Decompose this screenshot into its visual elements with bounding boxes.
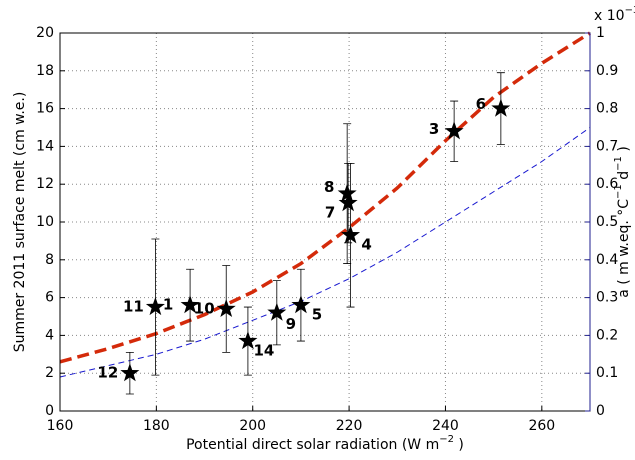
fit-curve (59, 127, 591, 378)
x-tick-label: 160 (47, 418, 74, 434)
x-tick-label: 200 (239, 418, 266, 434)
x-tick-label: 240 (432, 418, 459, 434)
star-point (267, 302, 287, 321)
axes: 160 180 200 220 240 2600246810121416182000.10… (36, 25, 618, 434)
star-point (120, 363, 140, 382)
point-label: 6 (476, 95, 486, 113)
star-point (291, 295, 311, 314)
y2-tick-label: 0.4 (596, 252, 618, 268)
point-label: 8 (324, 178, 334, 196)
x-tick-label: 180 (143, 418, 170, 434)
y2-tick-label: 0.9 (596, 63, 618, 79)
point-label: 3 (429, 120, 439, 138)
y-tick-label: 20 (36, 25, 54, 41)
y-tick-label: 12 (36, 176, 54, 192)
y2-exponent: x 10−3 (594, 5, 635, 24)
star-point (145, 297, 165, 316)
y-tick-label: 16 (36, 101, 54, 117)
y2-tick-label: 0.5 (596, 214, 618, 230)
y2-tick-label: 0.6 (596, 176, 618, 192)
y2-axis-label: a ( m w.eq. °C−1 d−1 ) (613, 146, 632, 298)
y-tick-label: 14 (36, 138, 54, 154)
y-tick-label: 2 (45, 365, 54, 381)
fit-curve (59, 31, 591, 364)
point-label: 14 (253, 342, 274, 360)
y2-tick-label: 1 (596, 25, 605, 41)
x-tick-label: 220 (336, 418, 363, 434)
y2-tick-label: 0.2 (596, 327, 618, 343)
star-point (180, 295, 200, 314)
y2-tick-label: 0.1 (596, 365, 618, 381)
point-label: 11 (123, 298, 144, 316)
y-tick-label: 6 (45, 290, 54, 306)
y-tick-label: 0 (45, 403, 54, 419)
y-tick-label: 10 (36, 214, 54, 230)
x-axis-label: Potential direct solar radiation (W m−2 … (186, 434, 464, 453)
y-tick-label: 8 (45, 252, 54, 268)
star-point (341, 225, 361, 244)
point-label: 5 (312, 306, 322, 324)
point-label: 1 (163, 296, 173, 314)
y2-tick-label: 0 (596, 403, 605, 419)
star-point (444, 121, 464, 140)
point-label: 10 (194, 299, 215, 317)
point-label: 7 (325, 204, 335, 222)
point-label: 12 (97, 364, 118, 382)
point-label: 4 (361, 236, 371, 254)
y-tick-label: 18 (36, 63, 54, 79)
y-tick-label: 4 (45, 327, 54, 343)
x-tick-label: 260 (528, 418, 555, 434)
star-point (337, 183, 357, 202)
point-label: 9 (286, 315, 296, 333)
y2-tick-label: 0.3 (596, 290, 618, 306)
star-point (491, 98, 511, 117)
star-point (216, 298, 236, 318)
y-axis-label: Summer 2011 surface melt (cm w.e.) (12, 92, 28, 353)
y2-tick-label: 0.7 (596, 138, 618, 154)
star-point (338, 193, 358, 212)
y2-tick-label: 0.8 (596, 101, 618, 117)
star-point (238, 331, 258, 350)
